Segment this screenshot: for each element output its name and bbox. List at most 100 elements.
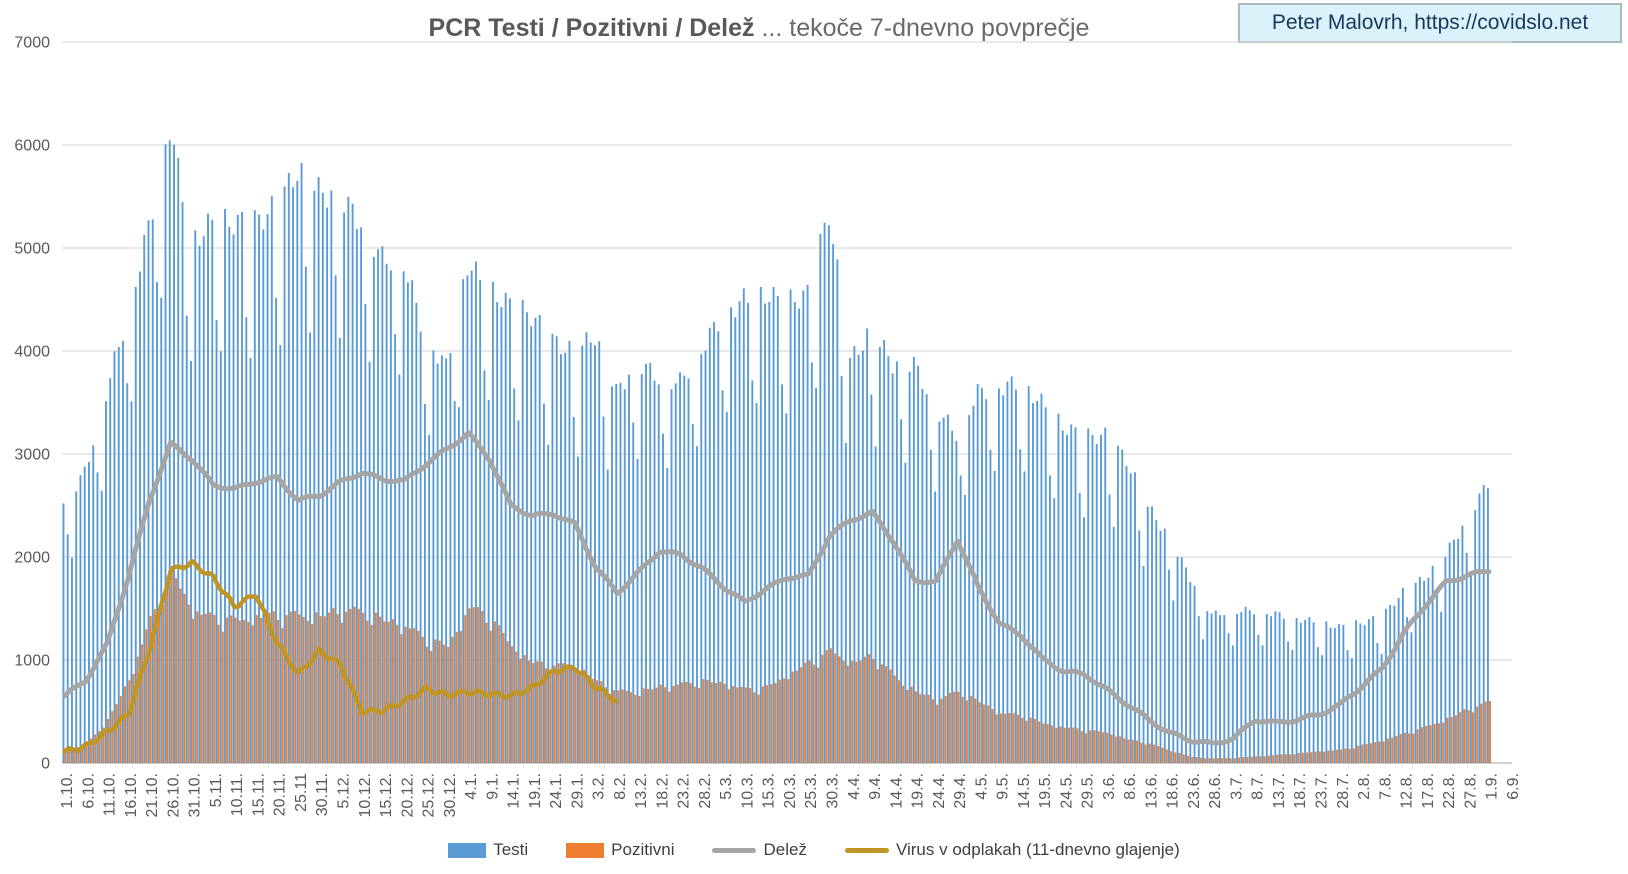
y-axis-tick-label: 3000: [14, 447, 50, 464]
x-axis-tick-label: 11.10.: [102, 773, 119, 816]
x-axis-tick-label: 15.11.: [250, 773, 267, 816]
x-axis-tick-label: 1.9.: [1484, 773, 1501, 800]
x-axis-tick-label: 30.3.: [825, 773, 842, 809]
x-axis-tick-label: 20.3.: [782, 773, 799, 809]
x-axis-tick-label: 15.3.: [761, 773, 778, 809]
x-axis-tick-label: 5.12.: [336, 773, 353, 809]
legend-label: Testi: [493, 840, 529, 859]
x-axis-tick-label: 30.12.: [442, 773, 459, 817]
author-annotation-text: Peter Malovrh, https://covidslo.net: [1271, 11, 1589, 34]
legend-bar-swatch: [566, 842, 605, 858]
x-axis-tick-label: 24.5.: [1058, 773, 1075, 809]
x-axis-tick-label: 17.8.: [1420, 773, 1437, 809]
x-axis-tick-label: 9.1.: [484, 773, 501, 800]
y-axis-labels: 0 1000 2000 3000 4000 5000 6000 7000: [14, 35, 50, 773]
x-axis-tick-label: 29.1.: [569, 773, 586, 809]
x-axis-tick-label: 20.11.: [272, 773, 289, 816]
legend-item-testi: Testi: [448, 840, 528, 860]
x-axis-tick-label: 6.10.: [80, 773, 97, 809]
x-axis-tick-label: 3.6.: [1101, 773, 1118, 800]
x-axis-tick-label: 14.4.: [888, 773, 905, 809]
y-axis-tick-label: 4000: [14, 344, 50, 361]
x-axis-tick-label: 13.2.: [633, 773, 650, 809]
x-axis-tick-label: 1.10.: [59, 773, 76, 809]
x-axis-tick-label: 19.1.: [527, 773, 544, 809]
x-axis-tick-label: 5.3.: [718, 773, 735, 800]
x-axis-tick-label: 14.5.: [1016, 773, 1033, 809]
x-axis-tick-label: 4.1.: [463, 773, 480, 800]
x-axis-tick-label: 19.5.: [1037, 773, 1054, 809]
x-axis-tick-label: 30.11.: [314, 773, 331, 816]
x-axis-tick-label: 2.8.: [1356, 773, 1373, 800]
y-axis-tick-label: 2000: [14, 550, 50, 567]
x-axis-tick-label: 8.6.: [1122, 773, 1139, 800]
x-axis-tick-label: 23.7.: [1314, 773, 1331, 809]
x-axis-tick-label: 29.5.: [1080, 773, 1097, 809]
x-axis-tick-label: 28.6.: [1207, 773, 1224, 809]
x-axis-tick-label: 21.10.: [144, 773, 161, 817]
x-axis-tick-label: 12.8.: [1399, 773, 1416, 809]
x-axis-tick-label: 6.9.: [1505, 773, 1522, 800]
x-axis-tick-label: 24.4.: [931, 773, 948, 809]
x-axis-tick-label: 23.2.: [676, 773, 693, 809]
x-axis-tick-label: 23.6.: [1186, 773, 1203, 809]
x-axis-tick-label: 29.4.: [952, 773, 969, 809]
x-axis-tick-label: 10.3.: [740, 773, 757, 809]
x-axis-tick-label: 3.7.: [1229, 773, 1246, 800]
y-axis-tick-label: 5000: [14, 241, 50, 258]
x-axis-tick-label: 4.4.: [846, 773, 863, 800]
chart-title-subtitle: ... tekoče 7-dnevno povprečje: [754, 14, 1090, 42]
x-axis-tick-label: 25.11: [293, 773, 310, 812]
x-axis-tick-label: 25.12.: [421, 773, 438, 817]
x-axis-tick-label: 13.7.: [1271, 773, 1288, 809]
x-axis-tick-label: 4.5.: [973, 773, 990, 800]
delez-line: [61, 430, 1492, 746]
x-axis-tick-label: 5.11.: [208, 773, 225, 807]
x-axis-tick-label: 8.2.: [612, 773, 629, 800]
x-axis-tick-label: 9.5.: [995, 773, 1012, 800]
x-axis-tick-label: 26.10.: [165, 773, 182, 817]
x-axis-tick-label: 15.12.: [378, 773, 395, 817]
x-axis-tick-label: 28.7.: [1335, 773, 1352, 809]
x-axis-tick-label: 14.1.: [506, 773, 523, 809]
chart-title: PCR Testi / Pozitivni / Delež ... tekoče…: [0, 14, 1518, 43]
x-axis-labels: 1.10. 6.10. 11.10. 16.10. 21.10. 26.10. 31.10.…: [59, 773, 1522, 818]
x-axis-tick-label: 24.1.: [548, 773, 565, 809]
x-axis-tick-label: 18.7.: [1292, 773, 1309, 809]
x-axis-tick-label: 31.10.: [187, 773, 204, 817]
x-axis-tick-label: 27.8.: [1462, 773, 1479, 809]
x-axis-tick-label: 22.8.: [1441, 773, 1458, 809]
x-axis-tick-label: 19.4.: [910, 773, 927, 809]
legend-bar-swatch: [448, 842, 487, 858]
x-axis-tick-label: 20.12.: [399, 773, 416, 817]
x-axis-tick-label: 8.7.: [1250, 773, 1267, 800]
legend-label: Pozitivni: [611, 840, 675, 859]
x-axis-tick-label: 16.10.: [123, 773, 140, 817]
x-axis-tick-label: 10.12.: [357, 773, 374, 817]
legend-line-swatch: [844, 847, 889, 853]
x-axis-tick-label: 18.2.: [654, 773, 671, 809]
pozitivni-bars: [64, 565, 1491, 763]
x-axis-tick-label: 18.6.: [1165, 773, 1182, 809]
legend-item-pozitivni: Pozitivni: [566, 840, 674, 860]
legend-line-swatch: [712, 847, 757, 853]
legend-label: Virus v odplakah (11-dnevno glajenje): [895, 840, 1180, 859]
virus-odplake-line: [62, 558, 620, 754]
x-axis-tick-label: 25.3.: [803, 773, 820, 809]
x-axis-tick-label: 7.8.: [1377, 773, 1394, 800]
x-axis-tick-label: 28.2.: [697, 773, 714, 809]
y-axis-tick-label: 7000: [14, 35, 50, 52]
x-axis-tick-label: 10.11.: [229, 773, 246, 816]
y-axis-tick-label: 1000: [14, 653, 50, 670]
chart-legend: Testi Pozitivni Delež Virus v odplakah (11-…: [0, 840, 1628, 860]
testi-bars: [62, 140, 1489, 764]
x-axis-tick-label: 3.2.: [591, 773, 608, 800]
x-axis-tick-label: 9.4.: [867, 773, 884, 800]
chart-title-main: PCR Testi / Pozitivni / Delež: [428, 14, 755, 42]
y-axis-tick-label: 0: [41, 756, 50, 773]
legend-label: Delež: [763, 840, 807, 859]
legend-item-virus-v-odplakah: Virus v odplakah (11-dnevno glajenje): [844, 840, 1180, 860]
x-axis-tick-label: 13.6.: [1143, 773, 1160, 809]
legend-item-dele-: Delež: [712, 840, 807, 860]
